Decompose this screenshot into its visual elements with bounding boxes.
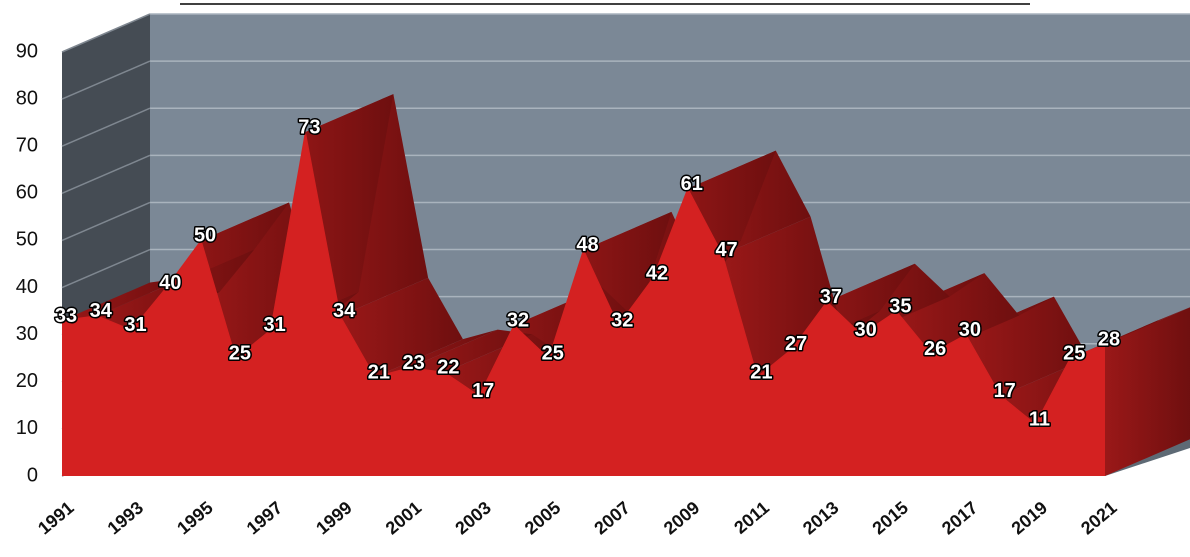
area-front (62, 132, 1105, 477)
y-tick-label: 80 (16, 87, 38, 109)
x-tick-label: 2019 (1008, 497, 1052, 538)
x-tick-label: 1991 (34, 497, 78, 538)
y-tick-label: 20 (16, 370, 38, 392)
y-tick-label: 0 (27, 464, 38, 486)
data-label: 22 (437, 357, 459, 379)
data-label: 27 (785, 333, 807, 355)
grid-line-side (61, 248, 151, 289)
grid-line-side (61, 201, 151, 242)
data-label: 61 (681, 173, 703, 195)
grid-line-side (61, 154, 151, 195)
x-tick-label: 2021 (1077, 497, 1121, 538)
x-tick-label: 2009 (660, 497, 704, 538)
data-label: 17 (472, 380, 494, 402)
data-label: 73 (298, 116, 320, 138)
data-label: 23 (403, 352, 425, 374)
y-tick-label: 30 (16, 323, 38, 345)
data-label: 21 (368, 361, 390, 383)
area (61, 94, 1190, 477)
data-label: 35 (889, 295, 911, 317)
area-end (1105, 307, 1190, 476)
data-label: 25 (1063, 343, 1085, 365)
data-label: 34 (333, 300, 356, 322)
x-tick-label: 2013 (799, 497, 843, 538)
area-depth (340, 277, 463, 378)
data-label: 28 (1098, 328, 1120, 350)
data-label: 40 (159, 272, 181, 294)
area-depth (374, 329, 498, 378)
data-label: 47 (715, 239, 737, 261)
x-tick-label: 2011 (730, 497, 773, 537)
data-label: 25 (229, 343, 251, 365)
y-tick-label: 50 (16, 229, 38, 251)
y-tick-label: 70 (16, 135, 38, 157)
data-label: 31 (263, 314, 285, 336)
x-tick-label: 2003 (451, 497, 495, 538)
data-label: 48 (576, 234, 598, 256)
x-tick-label: 1995 (173, 497, 217, 538)
x-tick-label: 2005 (521, 497, 565, 538)
data-label: 37 (820, 286, 842, 308)
data-label: 31 (124, 314, 146, 336)
area-line (61, 131, 1106, 425)
data-label: 32 (507, 310, 529, 332)
x-tick-label: 1999 (312, 497, 356, 538)
x-tick-label: 2015 (868, 497, 912, 538)
data-label: 30 (959, 319, 981, 341)
grid-line-side (61, 13, 151, 53)
data-label: 11 (1029, 408, 1050, 430)
x-tick-label: 2007 (590, 497, 634, 538)
y-tick-label: 10 (16, 417, 38, 439)
grid-line-side (61, 107, 151, 147)
x-tick-label: 2017 (938, 497, 982, 538)
data-label: 21 (750, 361, 772, 383)
x-tick-label: 1993 (104, 497, 148, 538)
data-label: 33 (55, 305, 77, 327)
data-label: 26 (924, 338, 946, 360)
area-depth (409, 329, 533, 373)
grid-line-side (61, 60, 151, 100)
data-label: 50 (194, 225, 216, 247)
area-depth (62, 277, 185, 321)
y-tick-label: 40 (16, 276, 38, 298)
area-depth (896, 273, 1020, 354)
data-label: 30 (855, 319, 877, 341)
y-tick-label: 90 (16, 40, 38, 62)
x-tick-label: 2001 (382, 497, 426, 538)
data-label: 17 (994, 380, 1016, 402)
data-label: 34 (90, 300, 113, 322)
data-label: 42 (646, 262, 668, 284)
y-tick-label: 60 (16, 182, 38, 204)
data-label: 32 (611, 310, 633, 332)
data-label: 25 (542, 343, 564, 365)
x-tick-label: 1997 (243, 497, 287, 538)
